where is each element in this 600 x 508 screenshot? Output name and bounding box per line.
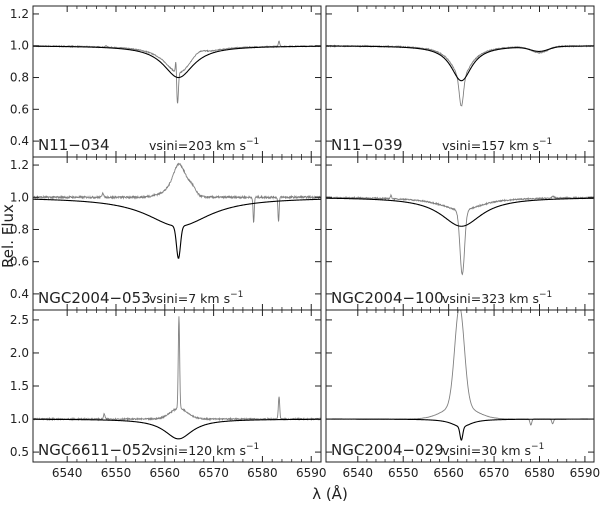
panel-ngc2004-029: 6540 6550 6560 6570 6580 6590 NGC2004−029vsini… — [325, 309, 600, 480]
x-tick-label: 6560 — [150, 466, 181, 480]
observed-spectrum-line — [33, 162, 321, 224]
model-spectrum-line — [33, 418, 321, 440]
vsini-label: vsini=323 km s−1 — [442, 290, 552, 306]
x-tick-label: 6540 — [52, 466, 83, 480]
observed-spectrum-line — [33, 40, 321, 104]
y-tick-label: 1.5 — [10, 379, 29, 393]
panel-n11-034: 0.4 0.6 0.8 1.0 1.2 N11−034 vsini=203 km s−1 — [10, 5, 322, 158]
y-tick-label: 0.4 — [10, 287, 29, 301]
vsini-label: vsini=157 km s−1 — [442, 137, 552, 153]
observed-spectrum-line — [326, 310, 594, 426]
model-spectrum-line — [33, 45, 321, 79]
x-axis-title: λ (Å) — [312, 484, 348, 503]
x-tick-label: 6590 — [570, 466, 600, 480]
observed-spectrum-line — [326, 44, 594, 107]
y-tick-label: 1.2 — [10, 7, 29, 21]
x-tick-label: 6560 — [433, 466, 464, 480]
model-spectrum-line — [33, 198, 321, 259]
x-tick-label: 6550 — [388, 466, 419, 480]
panel-frame — [32, 156, 322, 311]
star-name-label: N11−039 — [331, 136, 403, 154]
y-tick-label: 1.2 — [10, 158, 29, 172]
y-tick-label: 0.5 — [10, 445, 29, 459]
star-name-label: NGC2004−053 — [38, 289, 151, 307]
observed-spectrum-line — [326, 193, 594, 276]
panel-grid: 0.4 0.6 0.8 1.0 1.2 N11−034 vsini=203 km s−1 N1… — [10, 5, 600, 480]
panel-frame — [325, 156, 595, 311]
star-name-label: NGC2004−029 — [331, 441, 444, 459]
panel-frame — [325, 309, 595, 463]
x-tick-label: 6580 — [247, 466, 278, 480]
panel-n11-039: N11−039 vsini=157 km s−1 — [325, 5, 595, 158]
panel-ngc6611-052: 6540 6550 6560 6570 6580 6590 0.5 1.0 1.5 2.0 2.5 N… — [10, 309, 327, 480]
observed-spectrum-line — [33, 316, 321, 422]
vsini-label: vsini=203 km s−1 — [149, 137, 259, 153]
x-tick-label: 6550 — [101, 466, 132, 480]
y-tick-label: 1.0 — [10, 39, 29, 53]
vsini-label: vsini=7 km s−1 — [149, 290, 243, 306]
model-spectrum-line — [326, 45, 594, 82]
x-tick-label: 6540 — [343, 466, 374, 480]
y-tick-label: 0.6 — [10, 102, 29, 116]
y-tick-label: 0.4 — [10, 134, 29, 148]
model-spectrum-line — [326, 418, 594, 441]
y-tick-label: 2.5 — [10, 313, 29, 327]
x-tick-label: 6570 — [479, 466, 510, 480]
star-name-label: NGC2004−100 — [331, 289, 444, 307]
x-tick-label: 6580 — [524, 466, 555, 480]
x-tick-label: 6590 — [296, 466, 327, 480]
vsini-label: vsini=30 km s−1 — [442, 442, 544, 458]
y-tick-label: 2.0 — [10, 346, 29, 360]
panel-frame — [325, 5, 595, 158]
y-axis-title: Rel. Flux — [0, 204, 17, 268]
star-name-label: N11−034 — [38, 136, 110, 154]
vsini-label: vsini=120 km s−1 — [149, 442, 259, 458]
y-tick-label: 1.0 — [10, 412, 29, 426]
y-tick-label: 0.8 — [10, 222, 29, 236]
y-tick-label: 0.6 — [10, 255, 29, 269]
star-name-label: NGC6611−052 — [38, 441, 151, 459]
x-tick-label: 6570 — [198, 466, 229, 480]
model-spectrum-line — [326, 197, 594, 227]
y-tick-label: 1.0 — [10, 190, 29, 204]
y-tick-label: 0.8 — [10, 71, 29, 85]
